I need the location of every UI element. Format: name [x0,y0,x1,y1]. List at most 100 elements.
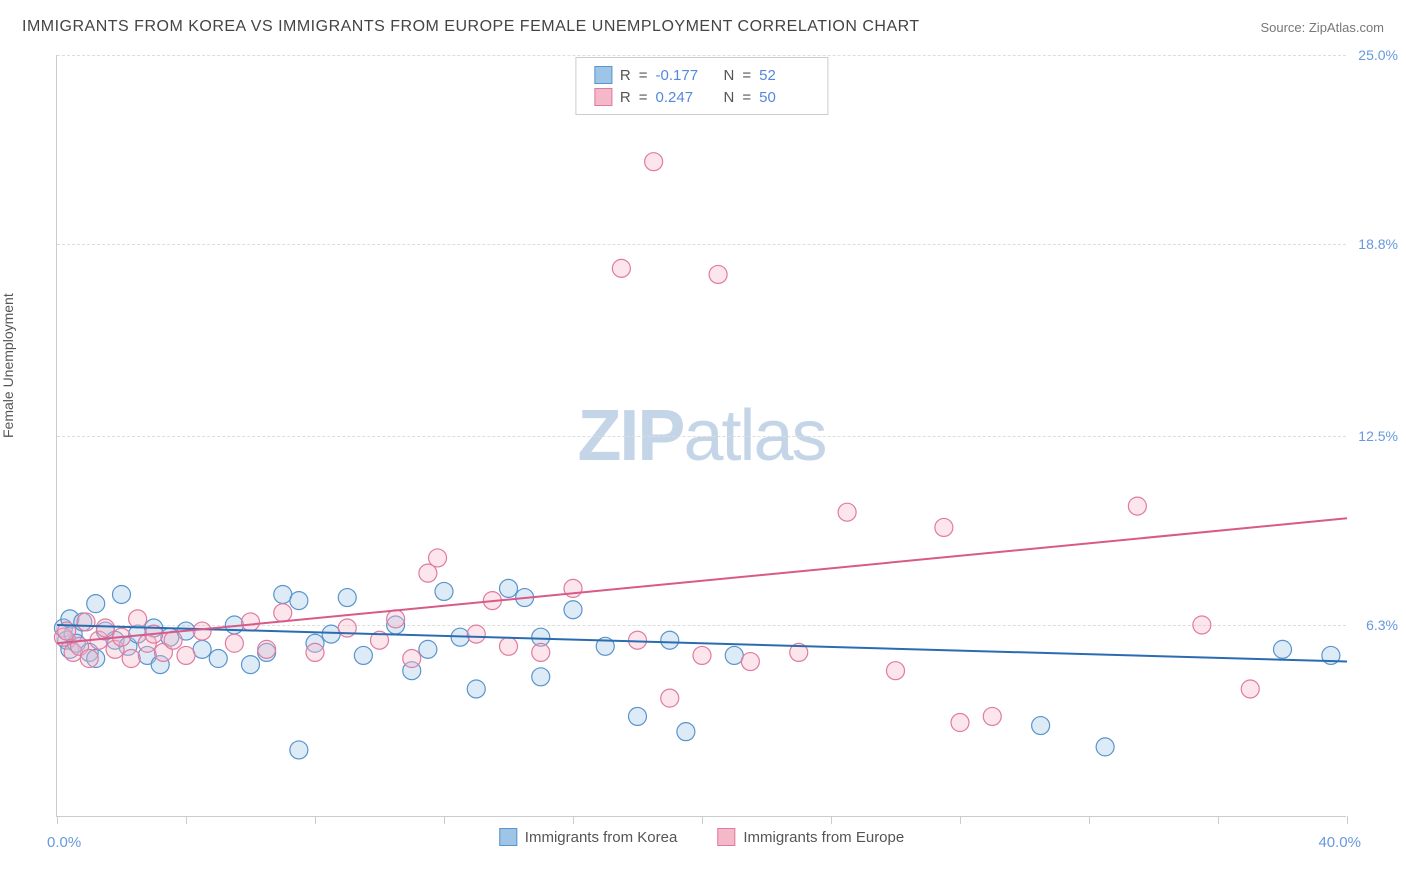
scatter-point [429,549,447,567]
stat-n-value: 50 [759,89,809,106]
scatter-point [1193,616,1211,634]
x-tick [831,816,832,824]
y-tick-label: 6.3% [1366,617,1398,633]
scatter-point [500,637,518,655]
x-tick [186,816,187,824]
trend-line [57,518,1347,643]
stat-n-label: N [724,67,735,84]
scatter-point [113,585,131,603]
scatter-point [96,619,114,637]
legend-swatch [594,66,612,84]
scatter-point [77,613,95,631]
x-tick [1218,816,1219,824]
scatter-point [532,668,550,686]
scatter-point [661,689,679,707]
y-tick-label: 18.8% [1358,236,1398,252]
scatter-point [193,640,211,658]
stats-row: R = -0.177 N = 52 [594,64,809,86]
stat-equals: = [639,89,648,106]
scatter-point [1096,738,1114,756]
stats-row: R=0.247N=50 [594,86,809,108]
scatter-point [741,653,759,671]
scatter-point [983,707,1001,725]
stat-equals: = [639,67,648,84]
scatter-point [322,625,340,643]
x-tick [702,816,703,824]
scatter-svg [57,55,1346,816]
y-tick-label: 12.5% [1358,428,1398,444]
scatter-point [629,631,647,649]
source-attribution: Source: ZipAtlas.com [1260,20,1384,35]
scatter-point [629,707,647,725]
scatter-point [935,518,953,536]
scatter-point [258,640,276,658]
scatter-point [564,601,582,619]
scatter-point [693,646,711,664]
scatter-point [709,265,727,283]
x-tick [315,816,316,824]
scatter-point [467,625,485,643]
scatter-point [1274,640,1292,658]
stat-n-value: 52 [759,67,809,84]
scatter-point [306,643,324,661]
scatter-point [209,650,227,668]
stat-r-label: R [620,67,631,84]
scatter-point [274,604,292,622]
chart-container: IMMIGRANTS FROM KOREA VS IMMIGRANTS FROM… [0,0,1406,892]
stats-legend-box: R=-0.177N=52R=0.247N=50 [575,57,828,115]
scatter-point [612,259,630,277]
x-tick [444,816,445,824]
scatter-point [532,643,550,661]
legend-swatch [594,88,612,106]
legend-swatch [717,828,735,846]
x-tick [57,816,58,824]
x-tick [1347,816,1348,824]
scatter-point [338,589,356,607]
scatter-point [193,622,211,640]
scatter-point [80,650,98,668]
scatter-point [242,656,260,674]
scatter-point [435,582,453,600]
y-tick-label: 25.0% [1358,47,1398,63]
plot-area: ZIPatlas 6.3%12.5%18.8%25.0% R=-0.177N=5… [56,55,1346,817]
scatter-point [419,640,437,658]
scatter-point [274,585,292,603]
chart-title: IMMIGRANTS FROM KOREA VS IMMIGRANTS FROM… [22,18,920,36]
scatter-point [1241,680,1259,698]
x-axis-min-label: 0.0% [47,834,81,851]
scatter-point [403,650,421,668]
scatter-point [225,634,243,652]
stat-r-value: -0.177 [656,67,706,84]
scatter-point [177,646,195,664]
legend-item: Immigrants from Korea [499,828,678,846]
scatter-point [242,613,260,631]
scatter-point [1128,497,1146,515]
stat-equals: = [742,89,751,106]
scatter-point [1032,717,1050,735]
stat-equals: = [742,67,751,84]
scatter-point [387,610,405,628]
scatter-point [354,646,372,664]
scatter-point [677,723,695,741]
x-tick [960,816,961,824]
scatter-point [645,153,663,171]
x-tick [573,816,574,824]
scatter-point [500,579,518,597]
legend-label: Immigrants from Europe [743,829,904,846]
scatter-point [887,662,905,680]
scatter-point [129,610,147,628]
x-tick [1089,816,1090,824]
scatter-point [290,592,308,610]
stat-r-label: R [620,89,631,106]
scatter-point [467,680,485,698]
bottom-legend: Immigrants from Korea Immigrants from Eur… [499,828,904,846]
legend-item: Immigrants from Europe [717,828,904,846]
scatter-point [122,650,140,668]
stat-r-value: 0.247 [656,89,706,106]
scatter-point [951,714,969,732]
scatter-point [87,595,105,613]
x-axis-max-label: 40.0% [1318,834,1361,851]
scatter-point [661,631,679,649]
scatter-point [725,646,743,664]
scatter-point [290,741,308,759]
